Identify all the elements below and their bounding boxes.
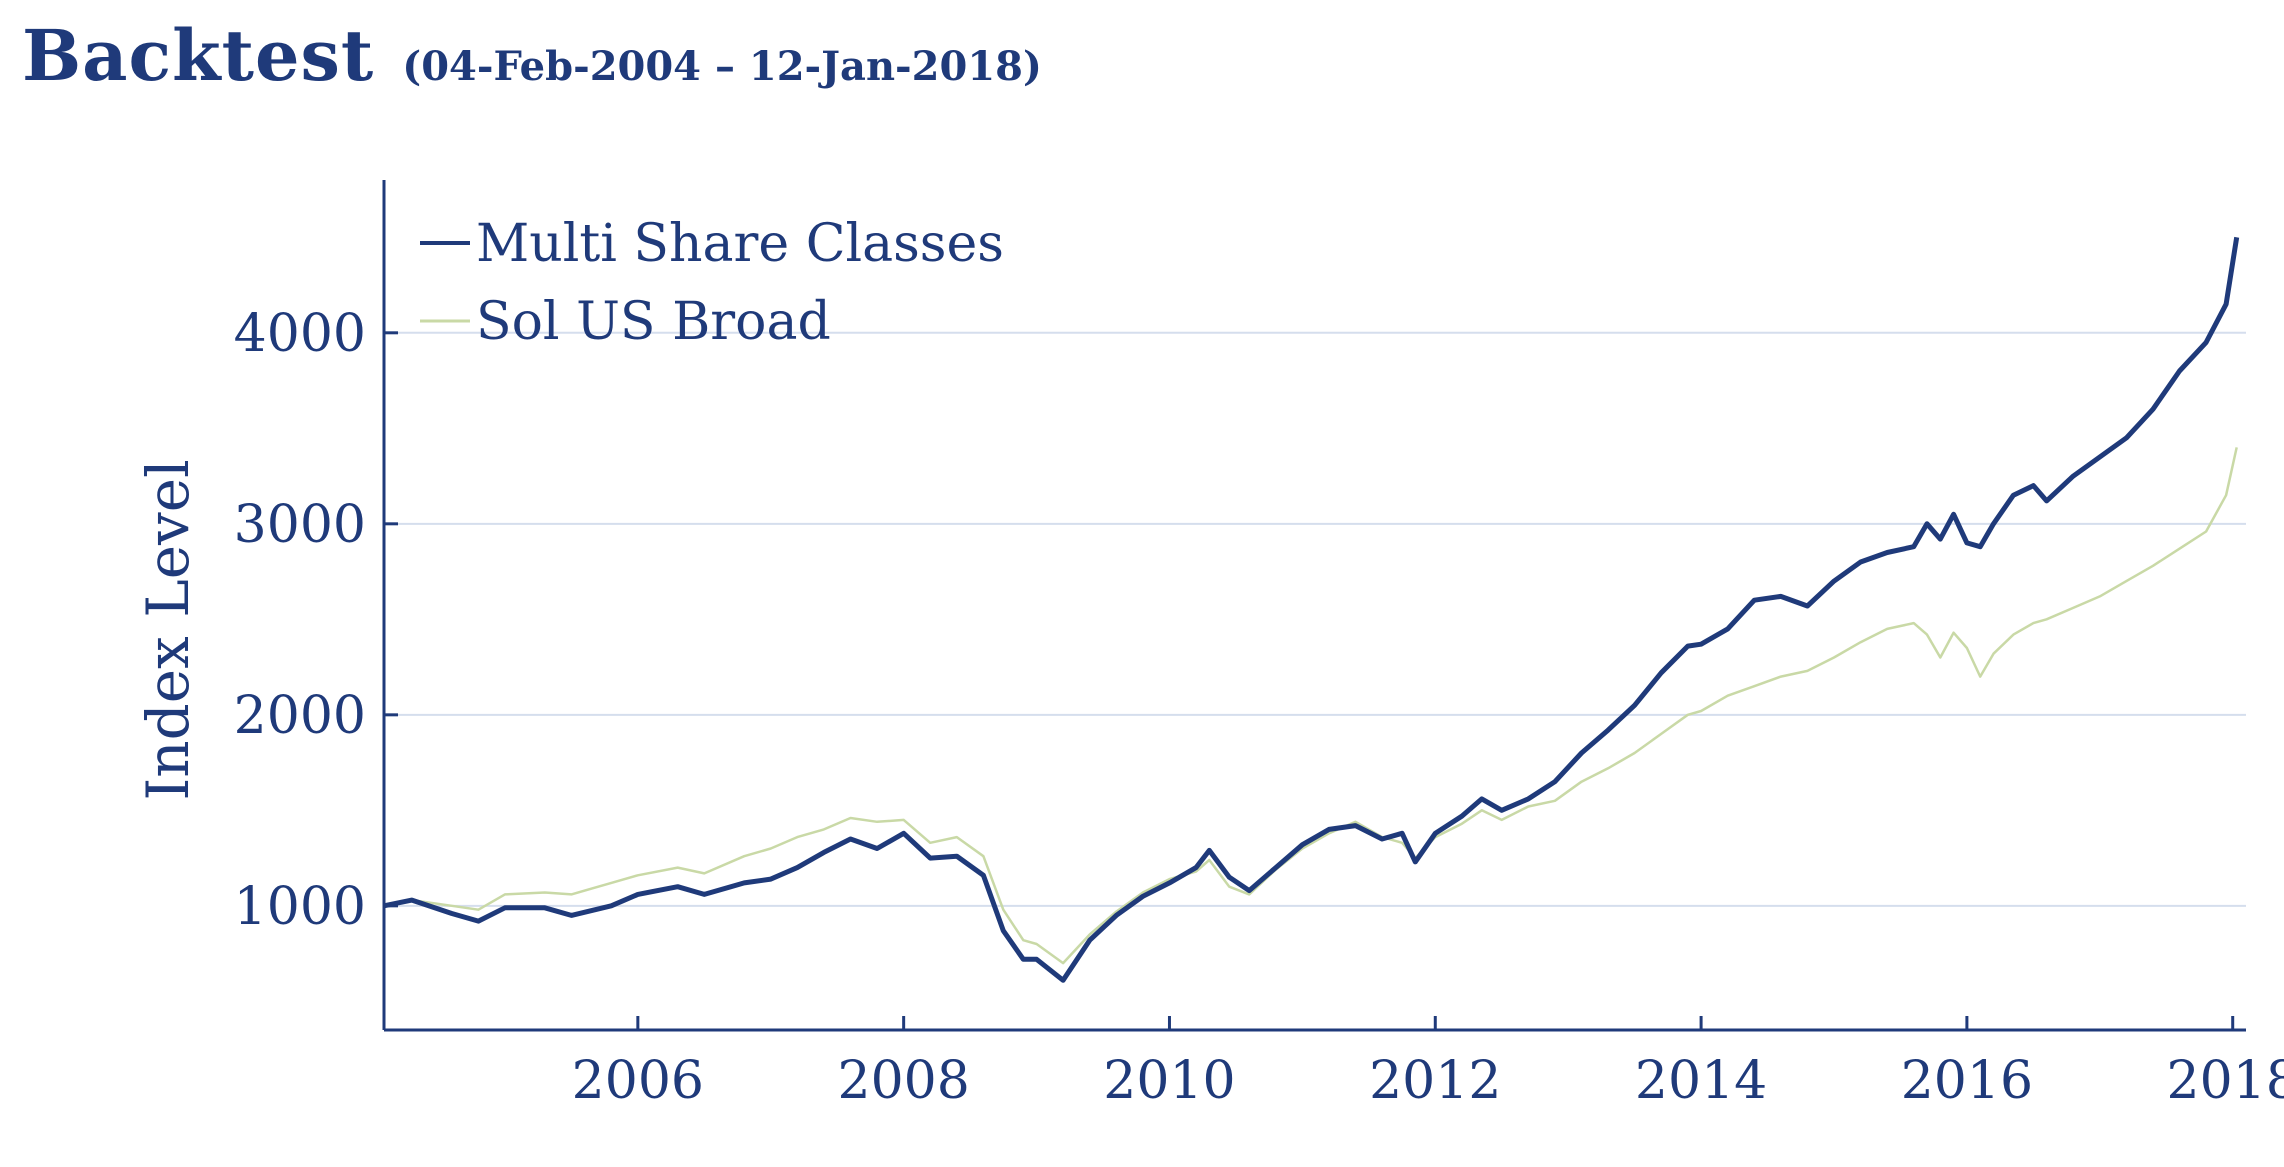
chart-title-block: Backtest (04-Feb-2004 – 12-Jan-2018) (22, 14, 1042, 97)
y-axis-label: Index Level (134, 459, 202, 800)
chart-subtitle: (04-Feb-2004 – 12-Jan-2018) (402, 43, 1042, 90)
x-tick-label-2016: 2016 (1901, 1051, 2033, 1111)
axes (382, 180, 2246, 1032)
series-line-sol-us-broad (383, 447, 2238, 965)
legend-label-multi-share-classes: Multi Share Classes (476, 214, 1004, 274)
legend: Multi Share Classes Sol US Broad (420, 214, 1004, 352)
x-tick-label-2006: 2006 (572, 1051, 704, 1111)
x-tick-label-2012: 2012 (1369, 1051, 1501, 1111)
grid-lines (384, 331, 2246, 907)
x-tick-label-2010: 2010 (1103, 1051, 1235, 1111)
x-tick-label-2018: 2018 (2167, 1051, 2284, 1111)
chart-title: Backtest (22, 14, 375, 97)
x-tick-label-2014: 2014 (1635, 1051, 1767, 1111)
legend-label-sol-us-broad: Sol US Broad (476, 292, 831, 352)
series-line-multi-share-classes (383, 236, 2240, 983)
tick-labels: 1000 2000 3000 4000 2006 2008 2010 2012 2014 2016… (234, 304, 2284, 1111)
y-tick-label-1000: 1000 (234, 877, 366, 937)
x-tick-label-2008: 2008 (837, 1051, 969, 1111)
y-tick-label-2000: 2000 (234, 686, 366, 746)
y-tick-label-4000: 4000 (234, 304, 366, 364)
y-tick-label-3000: 3000 (234, 495, 366, 555)
series-layer (383, 236, 2240, 983)
